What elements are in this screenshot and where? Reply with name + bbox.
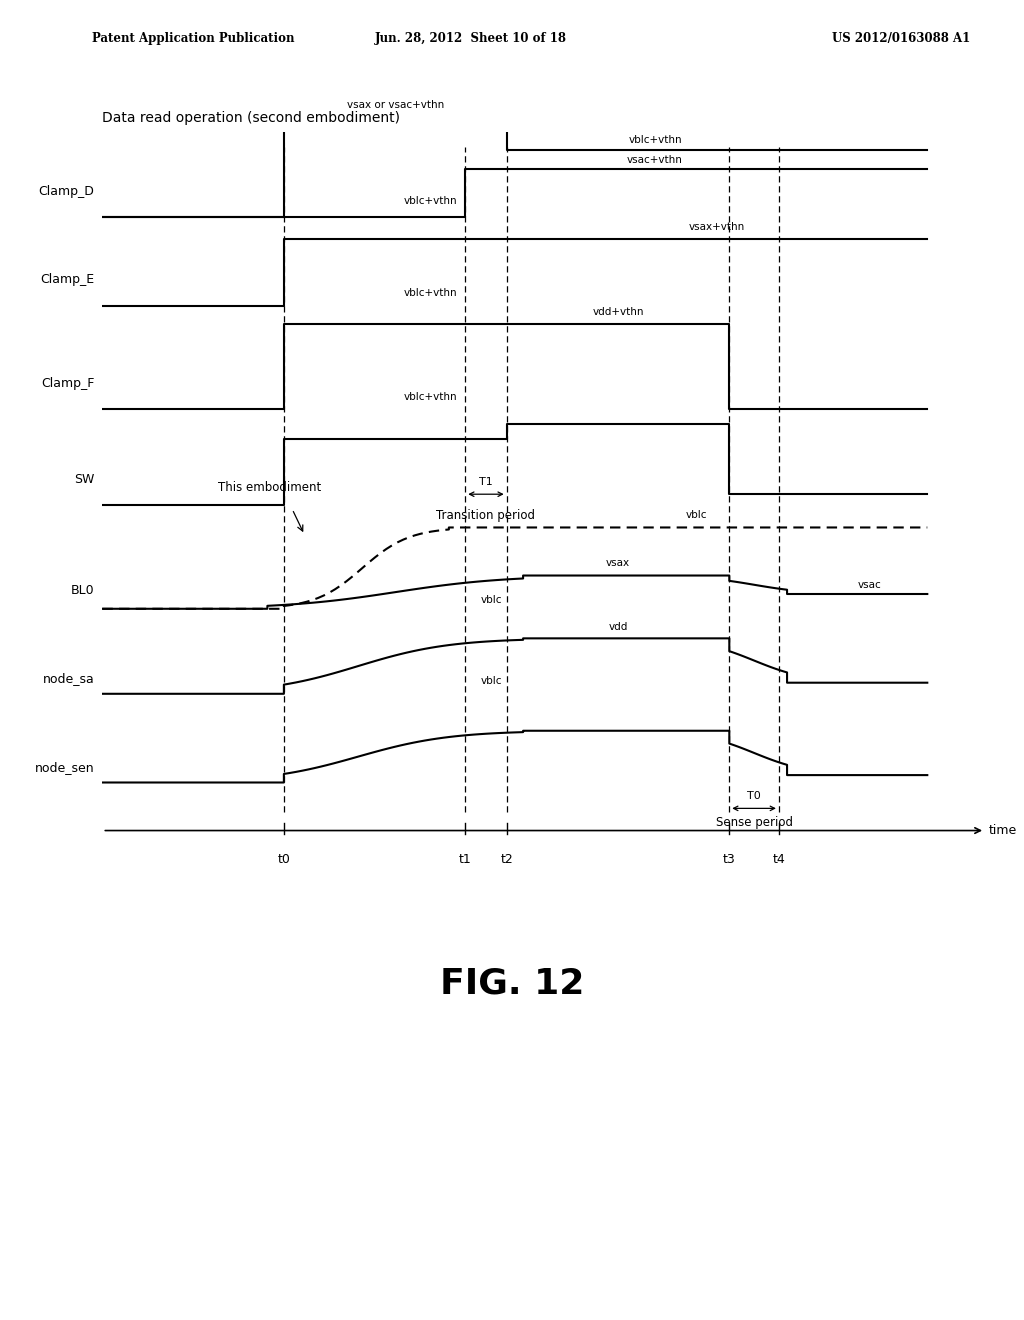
Text: Data read operation (second embodiment): Data read operation (second embodiment) [102, 111, 400, 124]
Text: vsac+vthn: vsac+vthn [627, 156, 683, 165]
Text: FIG. 12: FIG. 12 [440, 966, 584, 1001]
Text: Clamp_D: Clamp_D [38, 185, 94, 198]
Text: t2: t2 [500, 853, 513, 866]
Text: US 2012/0163088 A1: US 2012/0163088 A1 [831, 32, 971, 45]
Text: T0: T0 [748, 791, 761, 801]
Text: Clamp_E: Clamp_E [40, 273, 94, 286]
Text: vblc: vblc [481, 676, 503, 686]
Text: vsax: vsax [606, 558, 630, 568]
Text: vblc+vthn: vblc+vthn [629, 135, 682, 145]
Text: vsax or vsac+vthn: vsax or vsac+vthn [346, 100, 443, 110]
Text: BL0: BL0 [71, 583, 94, 597]
Text: t0: t0 [278, 853, 291, 866]
Text: Patent Application Publication: Patent Application Publication [92, 32, 295, 45]
Text: vblc: vblc [481, 595, 503, 605]
Text: This embodiment: This embodiment [218, 482, 322, 494]
Text: Clamp_F: Clamp_F [41, 376, 94, 389]
Text: vblc+vthn: vblc+vthn [403, 288, 457, 298]
Text: node_sa: node_sa [42, 672, 94, 685]
Text: vblc+vthn: vblc+vthn [403, 392, 457, 401]
Text: vblc+vthn: vblc+vthn [403, 195, 457, 206]
Text: t4: t4 [772, 853, 785, 866]
Text: Jun. 28, 2012  Sheet 10 of 18: Jun. 28, 2012 Sheet 10 of 18 [375, 32, 567, 45]
Text: time: time [989, 824, 1018, 837]
Text: vdd: vdd [608, 623, 628, 632]
Text: vblc: vblc [686, 510, 707, 520]
Text: t3: t3 [723, 853, 735, 866]
Text: t1: t1 [459, 853, 472, 866]
Text: node_sen: node_sen [35, 762, 94, 775]
Text: vsax+vthn: vsax+vthn [689, 222, 745, 232]
Text: Sense period: Sense period [716, 816, 793, 829]
Text: T1: T1 [479, 477, 493, 487]
Text: vsac: vsac [858, 581, 882, 590]
Text: SW: SW [74, 473, 94, 486]
Text: Transition period: Transition period [436, 510, 536, 521]
Text: vdd+vthn: vdd+vthn [592, 306, 644, 317]
